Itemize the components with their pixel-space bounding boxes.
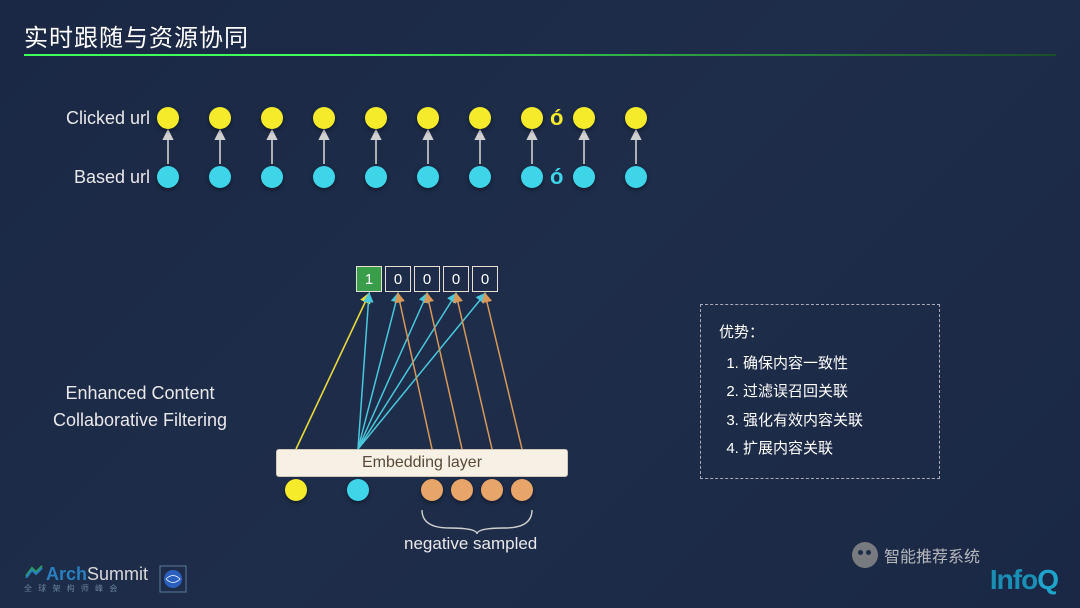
advantages-header: 优势： bbox=[719, 319, 921, 348]
advantage-item: 扩展内容关联 bbox=[743, 435, 921, 464]
clicked-dot bbox=[261, 107, 283, 129]
archsummit-icon bbox=[24, 564, 46, 578]
infoq-text-1: Info bbox=[990, 564, 1037, 595]
based-dot bbox=[365, 166, 387, 188]
input-dot bbox=[421, 479, 443, 501]
based-dot bbox=[209, 166, 231, 188]
clicked-dot bbox=[365, 107, 387, 129]
output-box: 0 bbox=[385, 266, 411, 292]
clicked-dot bbox=[625, 107, 647, 129]
clicked-dot bbox=[469, 107, 491, 129]
row-label-based: Based url bbox=[20, 167, 150, 188]
clicked-dot bbox=[521, 107, 543, 129]
output-box: 0 bbox=[443, 266, 469, 292]
wechat-tag: 智能推荐系统 bbox=[852, 542, 980, 568]
based-dot bbox=[469, 166, 491, 188]
input-dot bbox=[481, 479, 503, 501]
advantage-item: 过滤误召回关联 bbox=[743, 378, 921, 407]
input-dot bbox=[511, 479, 533, 501]
negative-sampled-label: negative sampled bbox=[404, 534, 537, 554]
based-dot bbox=[573, 166, 595, 188]
output-box: 1 bbox=[356, 266, 382, 292]
advantages-list: 确保内容一致性过滤误召回关联强化有效内容关联扩展内容关联 bbox=[719, 350, 921, 464]
footer: ArchSummit 全 球 架 构 师 峰 会 bbox=[24, 564, 188, 594]
advantage-item: 强化有效内容关联 bbox=[743, 407, 921, 436]
eccf-label-line2: Collaborative Filtering bbox=[53, 410, 227, 430]
wechat-label: 智能推荐系统 bbox=[884, 543, 980, 567]
title-underline bbox=[24, 54, 1056, 56]
clicked-dot bbox=[417, 107, 439, 129]
advantages-box: 优势： 确保内容一致性过滤误召回关联强化有效内容关联扩展内容关联 bbox=[700, 304, 940, 479]
clicked-dot bbox=[209, 107, 231, 129]
based-dot bbox=[157, 166, 179, 188]
based-dot bbox=[313, 166, 335, 188]
based-dot bbox=[261, 166, 283, 188]
row-label-clicked: Clicked url bbox=[20, 108, 150, 129]
eccf-label-line1: Enhanced Content bbox=[65, 383, 214, 403]
input-dot bbox=[285, 479, 307, 501]
output-box-row: 10000 bbox=[356, 266, 501, 292]
arch-subtitle: 全 球 架 构 师 峰 会 bbox=[24, 583, 148, 594]
page-title: 实时跟随与资源协同 bbox=[24, 18, 249, 53]
svg-text:ó: ó bbox=[550, 164, 563, 189]
wechat-icon bbox=[852, 542, 878, 568]
based-dot bbox=[521, 166, 543, 188]
input-dot bbox=[347, 479, 369, 501]
arch-text-2: Summit bbox=[87, 564, 148, 584]
output-box: 0 bbox=[414, 266, 440, 292]
clicked-dot bbox=[573, 107, 595, 129]
advantage-item: 确保内容一致性 bbox=[743, 350, 921, 379]
svg-text:ó: ó bbox=[550, 105, 563, 130]
archsummit-logo: ArchSummit 全 球 架 构 师 峰 会 bbox=[24, 564, 148, 594]
output-box: 0 bbox=[472, 266, 498, 292]
globe-badge-icon bbox=[158, 564, 188, 594]
clicked-dot bbox=[157, 107, 179, 129]
input-dot bbox=[451, 479, 473, 501]
based-dot bbox=[625, 166, 647, 188]
clicked-dot bbox=[313, 107, 335, 129]
arch-text-1: Arch bbox=[46, 564, 87, 584]
infoq-text-2: Q bbox=[1037, 564, 1058, 595]
eccf-label: Enhanced Content Collaborative Filtering bbox=[30, 380, 250, 434]
infoq-logo: InfoQ bbox=[990, 564, 1058, 596]
embedding-layer: Embedding layer bbox=[276, 449, 568, 477]
based-dot bbox=[417, 166, 439, 188]
